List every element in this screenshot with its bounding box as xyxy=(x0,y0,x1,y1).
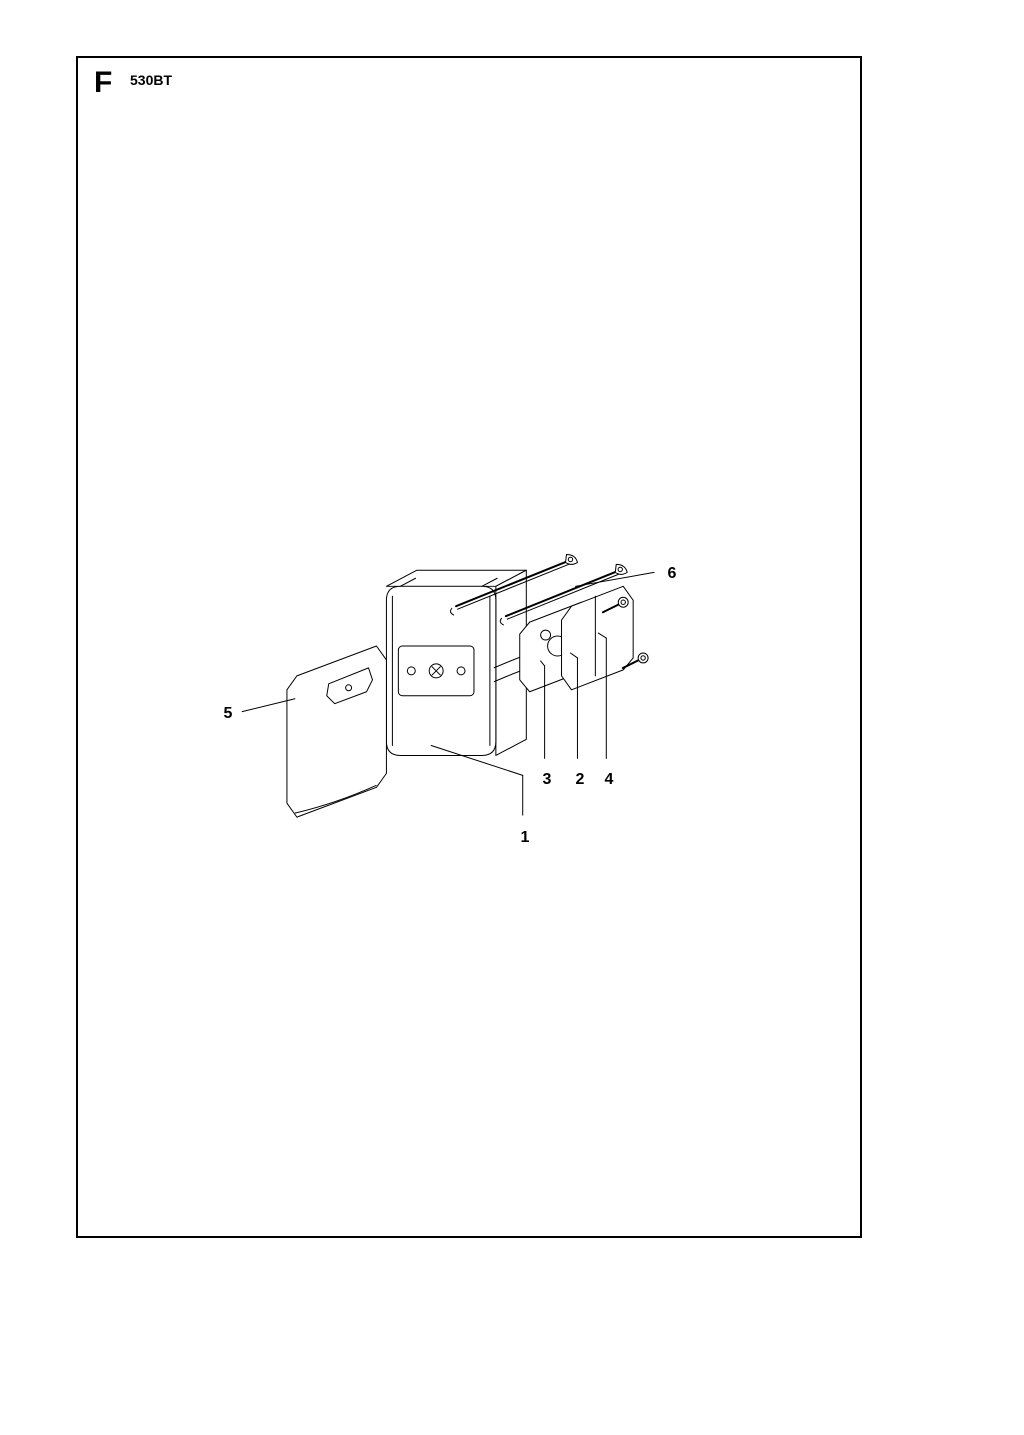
callout-4: 4 xyxy=(605,771,614,789)
callout-6: 6 xyxy=(668,565,677,583)
callout-1: 1 xyxy=(521,829,530,847)
callout-2: 2 xyxy=(576,771,585,789)
callout-5: 5 xyxy=(224,705,233,723)
page: F 530BT 123456 xyxy=(0,0,1024,1435)
exploded-diagram xyxy=(78,58,860,1236)
callout-3: 3 xyxy=(543,771,552,789)
diagram-frame: F 530BT 123456 xyxy=(76,56,862,1238)
